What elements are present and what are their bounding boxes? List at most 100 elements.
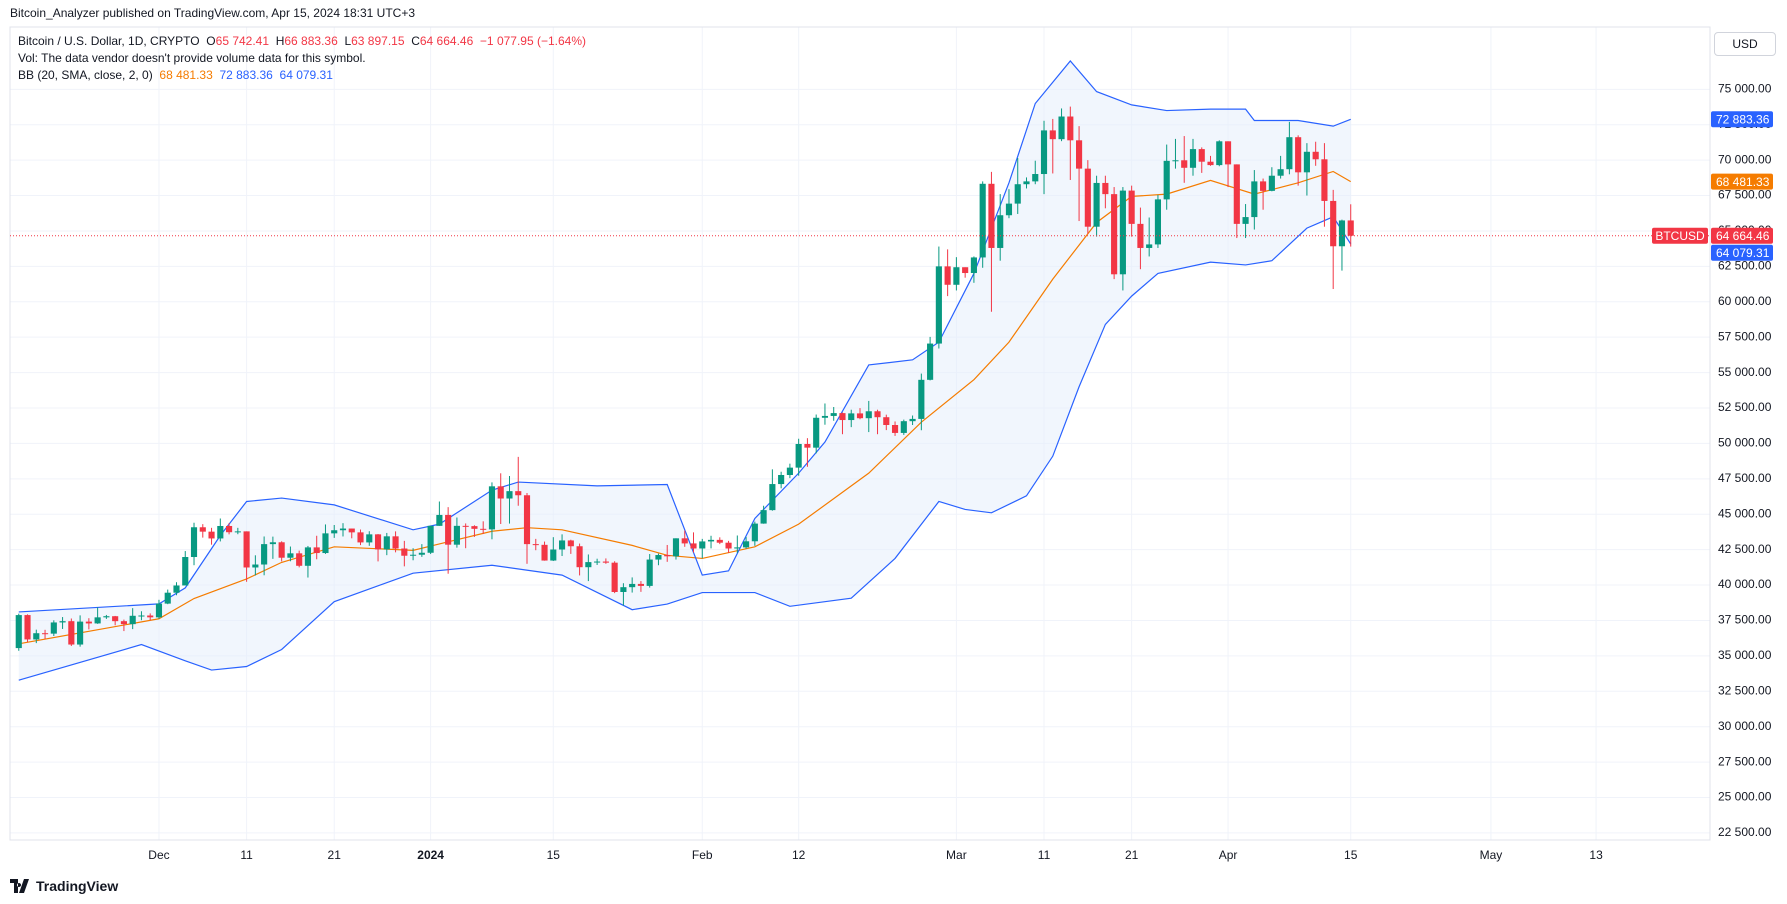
candle-body — [839, 413, 846, 421]
candle-body — [41, 633, 49, 635]
indicator-line — [18, 60, 1351, 613]
candle-body — [1260, 181, 1267, 191]
candle-body — [655, 555, 662, 560]
candle-body — [296, 553, 303, 566]
candle-body — [1277, 169, 1284, 176]
candle-body — [1330, 200, 1337, 247]
candle-body — [1303, 151, 1310, 173]
candle-body — [436, 514, 443, 526]
candle-body — [795, 443, 802, 468]
candle-body — [339, 528, 347, 531]
candle-body — [970, 257, 977, 274]
candle-body — [602, 561, 609, 563]
candle-body — [68, 621, 75, 645]
candle-body — [734, 547, 741, 549]
y-tick-label: 42 500.00 — [1718, 542, 1772, 556]
candle-body — [103, 616, 110, 618]
candle-body — [567, 540, 574, 547]
candle-body — [59, 621, 66, 623]
candle-body — [1076, 140, 1083, 169]
candle-body — [778, 474, 785, 485]
candle-body — [1347, 220, 1354, 236]
candle-body — [637, 583, 644, 586]
candle-body — [1119, 190, 1126, 275]
plot-frame — [9, 26, 1711, 841]
candle-body — [401, 548, 408, 556]
candle-body — [313, 547, 320, 554]
candle-body — [1146, 244, 1153, 248]
candle-body — [50, 622, 57, 634]
candle-body — [234, 531, 241, 533]
y-tick-label: 30 000.00 — [1718, 719, 1772, 733]
volume-note: Vol: The data vendor doesn't provide vol… — [18, 51, 366, 65]
x-tick-label: 21 — [1125, 848, 1139, 862]
candle-body — [786, 467, 793, 475]
candle-body — [85, 621, 92, 624]
candle-body — [532, 544, 539, 546]
candle-body — [979, 183, 986, 258]
candle-body — [129, 615, 136, 625]
candle-body — [953, 267, 960, 285]
indicator-value: 72 883.36 — [219, 68, 273, 82]
candle-body — [988, 183, 995, 248]
y-tick-label: 62 500.00 — [1718, 259, 1772, 273]
candle-body — [269, 542, 276, 545]
candle-body — [383, 536, 390, 550]
candle-body — [1049, 130, 1056, 140]
x-tick-label: 11 — [240, 848, 253, 862]
x-tick-label: May — [1480, 848, 1503, 862]
axis-badge — [1711, 173, 1773, 190]
candle-body — [410, 554, 417, 556]
candle-body — [646, 559, 653, 586]
candle-body — [94, 617, 101, 624]
candle-body — [620, 587, 627, 592]
candle-body — [1198, 149, 1205, 162]
x-tick-label: Feb — [692, 848, 713, 862]
candle-body — [1058, 116, 1065, 140]
candle-body — [77, 621, 84, 645]
candle-body — [918, 379, 925, 419]
candle-body — [1251, 181, 1258, 218]
candle-body — [208, 531, 215, 539]
band-fill — [18, 60, 1351, 681]
candle-body — [190, 527, 198, 558]
candle-body — [848, 413, 855, 421]
candle-body — [1084, 168, 1091, 227]
y-tick-label: 22 500.00 — [1718, 825, 1772, 839]
y-tick-label: 60 000.00 — [1718, 294, 1772, 308]
candle-body — [1014, 184, 1021, 204]
candle-body — [1242, 217, 1249, 224]
candle-body — [935, 266, 942, 344]
candle-body — [278, 542, 285, 558]
candle-body — [690, 543, 697, 549]
candle-body — [997, 215, 1004, 248]
axis-badge — [1711, 227, 1773, 244]
candle-body — [743, 541, 750, 548]
candle-body — [550, 549, 557, 561]
indicator-label: BB (20, SMA, close, 2, 0) — [18, 68, 153, 82]
x-tick-label: 13 — [1589, 848, 1603, 862]
candle-body — [357, 532, 364, 543]
y-tick-label: 70 000.00 — [1718, 152, 1772, 166]
currency-button[interactable]: USD — [1714, 32, 1776, 56]
x-tick-label: 11 — [1038, 848, 1051, 862]
candle-body — [348, 528, 355, 533]
candle-body — [1040, 130, 1048, 175]
publisher: Bitcoin_Analyzer published on TradingVie… — [10, 6, 416, 20]
candle-body — [725, 542, 732, 549]
y-tick-label: 45 000.00 — [1718, 506, 1772, 520]
candle-body — [304, 547, 312, 566]
candle-body — [900, 421, 907, 433]
x-tick-label: 12 — [792, 848, 806, 862]
candle-body — [261, 544, 268, 565]
ohlc-prefix: C — [411, 34, 420, 48]
candle-body — [322, 533, 329, 554]
candle-body — [865, 411, 872, 419]
candle-body — [1295, 137, 1302, 173]
y-tick-label: 35 000.00 — [1718, 648, 1772, 662]
y-tick-label: 75 000.00 — [1718, 81, 1772, 95]
candle-body — [1172, 160, 1179, 162]
axis-badge-label: 72 883.36 — [1716, 112, 1770, 126]
candle-body — [243, 531, 250, 568]
